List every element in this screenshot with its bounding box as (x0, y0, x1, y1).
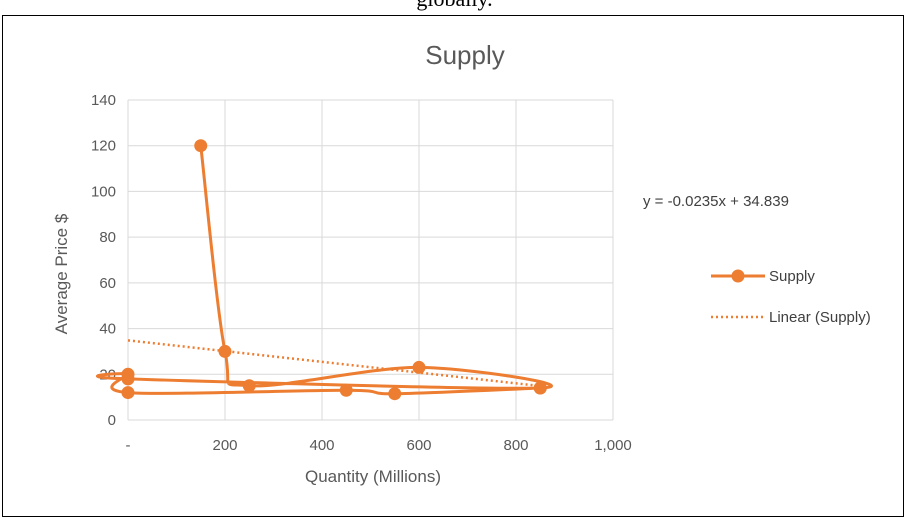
series-group (95, 139, 553, 401)
series-line-supply (95, 145, 553, 396)
data-point (388, 387, 402, 401)
gridlines (127, 99, 614, 421)
trendline-equation: y = -0.0235x + 34.839 (643, 193, 789, 210)
y-tick-label: 100 (91, 183, 116, 200)
x-tick-label: 600 (406, 437, 431, 454)
y-tick-label: 60 (99, 275, 116, 292)
trendline (127, 339, 541, 388)
y-tick-label: 120 (91, 138, 116, 155)
y-axis-title: Average Price $ (52, 213, 71, 334)
x-tick-label: - (126, 437, 131, 454)
chart-title: Supply (425, 40, 505, 70)
data-point (533, 381, 547, 395)
x-axis-title: Quantity (Millions) (305, 467, 441, 486)
x-tick-label: 1,000 (594, 437, 632, 454)
y-tick-label: 140 (91, 92, 116, 109)
x-tick-label: 400 (309, 437, 334, 454)
chart-frame: Supply 0 20 40 60 80 100 120 140 -200 400 600 800 1… (2, 15, 904, 517)
data-point (339, 383, 353, 397)
page-text-fragment: globally. (0, 0, 909, 12)
data-point (121, 386, 135, 400)
legend-label-trend: Linear (Supply) (769, 309, 871, 326)
trendline-group (127, 339, 541, 388)
data-point (121, 367, 135, 381)
data-point (412, 360, 426, 374)
legend: Supply Linear (Supply) (711, 268, 871, 326)
data-point (242, 379, 256, 393)
y-tick-label: 0 (108, 412, 116, 429)
x-tick-label: 800 (503, 437, 528, 454)
y-tick-label: 40 (99, 321, 116, 338)
y-tick-label: 80 (99, 229, 116, 246)
data-point (218, 344, 232, 358)
data-point (194, 139, 208, 153)
legend-label-supply: Supply (769, 268, 815, 285)
legend-marker-supply (731, 269, 745, 283)
x-tick-labels: - 200 400 600 800 1,000 (126, 437, 632, 454)
x-tick-label: 200 (212, 437, 237, 454)
